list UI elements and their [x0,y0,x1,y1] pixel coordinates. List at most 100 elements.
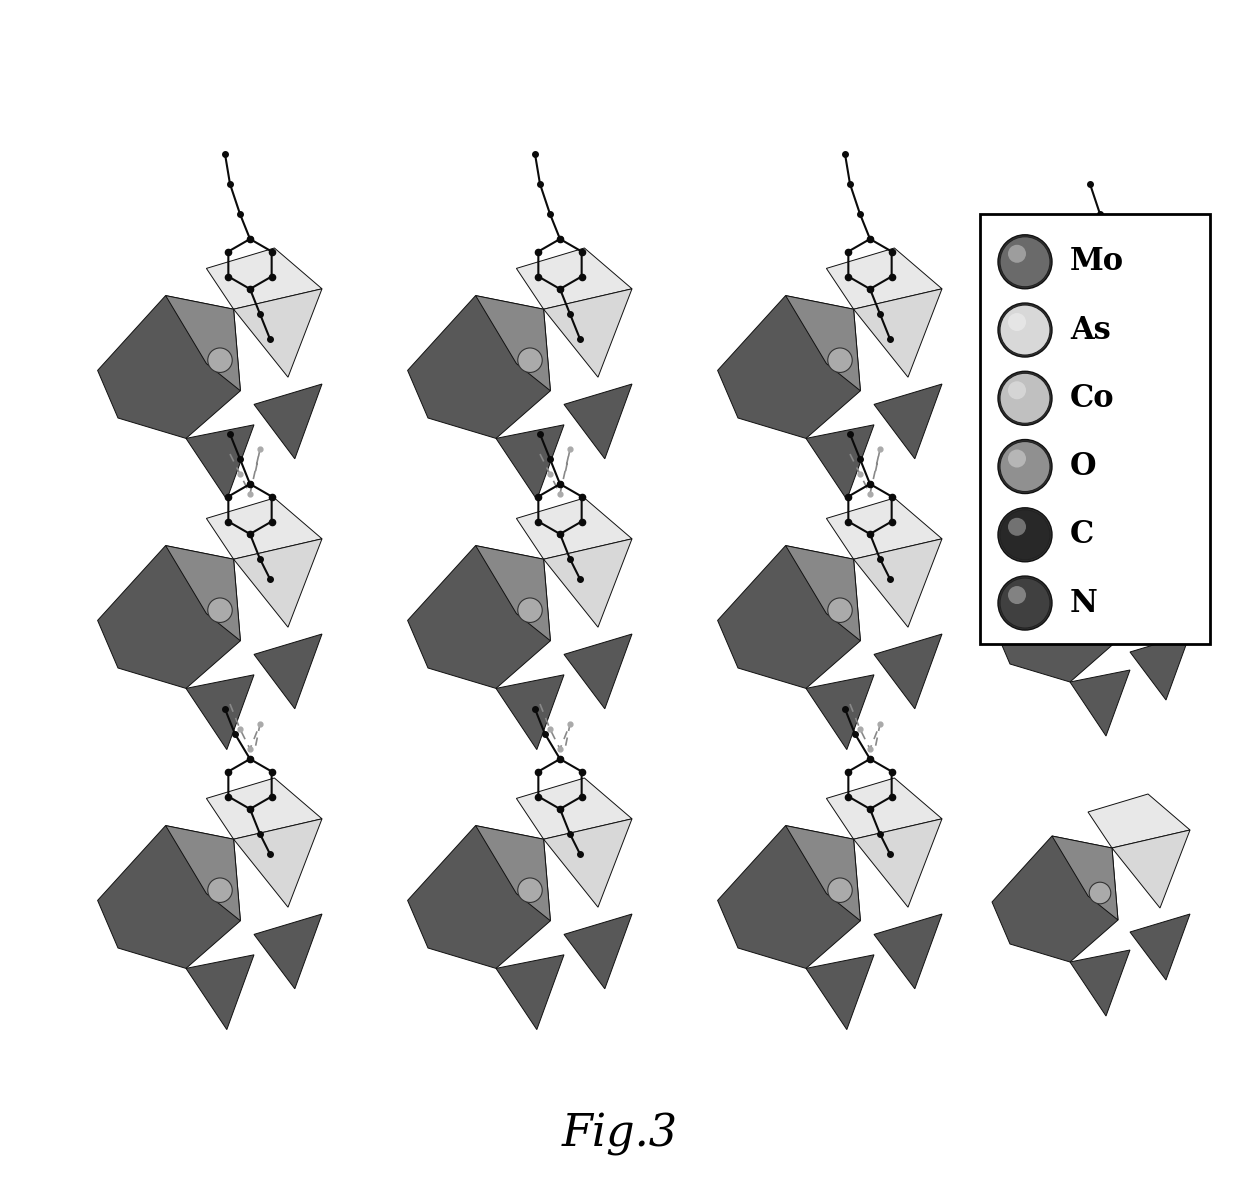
Polygon shape [806,425,874,500]
Polygon shape [186,955,254,1029]
Polygon shape [1052,306,1118,390]
Polygon shape [254,384,322,459]
Polygon shape [718,296,861,438]
Circle shape [1008,313,1025,331]
Polygon shape [496,674,564,750]
Polygon shape [1112,550,1190,628]
Polygon shape [166,826,241,921]
Circle shape [828,878,852,903]
Circle shape [998,371,1052,425]
Polygon shape [992,836,1118,962]
Polygon shape [186,425,254,500]
Circle shape [208,878,232,903]
Polygon shape [853,289,942,377]
Polygon shape [1052,556,1118,641]
Polygon shape [1112,300,1190,378]
Polygon shape [254,635,322,709]
Circle shape [999,305,1050,355]
Polygon shape [853,819,942,907]
Text: Co: Co [1070,383,1115,414]
Polygon shape [718,826,861,968]
Polygon shape [1130,914,1190,980]
Circle shape [828,348,852,372]
Polygon shape [564,635,632,709]
Polygon shape [786,296,861,391]
Polygon shape [853,539,942,627]
Circle shape [208,598,232,622]
Circle shape [1089,353,1111,373]
Circle shape [998,576,1052,630]
Polygon shape [786,826,861,921]
Polygon shape [992,556,1118,681]
Circle shape [999,442,1050,491]
Polygon shape [476,545,551,641]
Polygon shape [233,289,322,377]
Polygon shape [992,306,1118,432]
Polygon shape [1070,420,1130,486]
Polygon shape [98,826,241,968]
Polygon shape [408,296,551,438]
Circle shape [998,235,1052,289]
Polygon shape [874,635,942,709]
Polygon shape [826,498,942,559]
Circle shape [1008,449,1025,467]
Polygon shape [1070,669,1130,736]
Circle shape [518,878,542,903]
Circle shape [999,237,1050,287]
Polygon shape [476,826,551,921]
Polygon shape [1052,836,1118,920]
Circle shape [998,439,1052,494]
Circle shape [518,598,542,622]
Circle shape [999,509,1050,560]
Polygon shape [516,778,632,839]
Circle shape [1089,883,1111,904]
Polygon shape [826,778,942,839]
Polygon shape [1087,264,1190,318]
Text: Mo: Mo [1070,247,1125,277]
Polygon shape [476,296,551,391]
Circle shape [999,578,1050,628]
Polygon shape [806,955,874,1029]
Circle shape [998,303,1052,358]
Polygon shape [806,674,874,750]
Polygon shape [206,778,322,839]
Polygon shape [543,819,632,907]
Text: Fig.3: Fig.3 [562,1112,678,1156]
Polygon shape [718,545,861,689]
Circle shape [828,598,852,622]
Polygon shape [1130,635,1190,700]
Text: C: C [1070,519,1094,550]
Polygon shape [186,674,254,750]
Circle shape [518,348,542,372]
Polygon shape [254,914,322,988]
Polygon shape [98,545,241,689]
Polygon shape [496,425,564,500]
Polygon shape [1130,384,1190,450]
Text: N: N [1070,588,1097,619]
Polygon shape [408,545,551,689]
Polygon shape [516,248,632,309]
Circle shape [1089,602,1111,624]
Polygon shape [1112,830,1190,908]
Circle shape [1008,244,1025,262]
Polygon shape [166,545,241,641]
Polygon shape [496,955,564,1029]
Polygon shape [233,539,322,627]
Polygon shape [874,914,942,988]
Polygon shape [233,819,322,907]
Polygon shape [408,826,551,968]
Polygon shape [1070,950,1130,1016]
Polygon shape [516,498,632,559]
Text: O: O [1070,452,1096,482]
Polygon shape [874,384,942,459]
Text: As: As [1070,314,1111,346]
Circle shape [1008,586,1025,604]
Circle shape [1008,518,1025,536]
Polygon shape [826,248,942,309]
Polygon shape [206,248,322,309]
Circle shape [208,348,232,372]
Polygon shape [543,539,632,627]
Polygon shape [543,289,632,377]
FancyBboxPatch shape [980,214,1210,644]
Polygon shape [166,296,241,391]
